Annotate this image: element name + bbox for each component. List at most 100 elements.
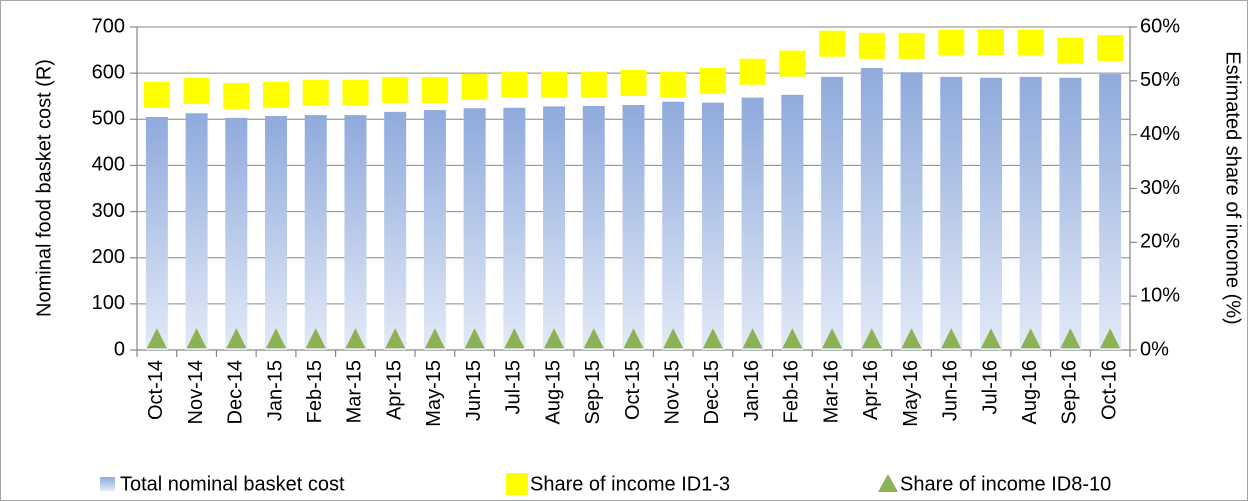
marker-triangle	[424, 328, 445, 349]
marker-square	[421, 76, 448, 103]
marker-triangle	[702, 328, 723, 349]
x-tick-label: Feb-16	[781, 360, 803, 423]
bar	[741, 97, 764, 350]
y-tick-label: 700	[92, 15, 125, 37]
bar	[1019, 76, 1042, 350]
marker-triangle	[623, 328, 644, 349]
y2-tick-label: 40%	[1140, 123, 1180, 145]
x-tick-label: Jun-16	[940, 360, 962, 421]
marker-square	[699, 67, 726, 94]
x-tick-label: Mar-15	[344, 360, 366, 423]
bar	[622, 104, 645, 350]
x-tick-label: Oct-16	[1098, 360, 1120, 420]
marker-square	[977, 29, 1004, 56]
legend-swatch	[878, 474, 898, 492]
y-axis-title: Nominal food basket cost (R)	[33, 59, 55, 317]
bar	[1099, 74, 1122, 351]
bar	[145, 116, 168, 350]
marker-square	[1057, 37, 1084, 64]
x-tick-label: Nov-15	[662, 360, 684, 424]
x-tick-label: Jun-15	[463, 360, 485, 421]
marker-triangle	[464, 328, 485, 349]
marker-triangle	[742, 328, 763, 349]
x-tick-label: May-16	[900, 360, 922, 427]
marker-square	[660, 71, 687, 98]
x-tick-label: Jan-15	[264, 360, 286, 421]
bar	[821, 76, 844, 350]
x-tick-label: Jul-15	[503, 360, 525, 414]
marker-square	[1097, 34, 1124, 61]
y-tick-label: 0	[114, 338, 125, 360]
y2-tick-label: 50%	[1140, 69, 1180, 91]
marker-square	[183, 78, 210, 105]
marker-square	[223, 82, 250, 109]
y-tick-label: 600	[92, 61, 125, 83]
legend-label: Total nominal basket cost	[120, 473, 345, 495]
x-tick-label: Aug-15	[542, 360, 564, 425]
marker-triangle	[901, 328, 922, 349]
marker-square	[580, 71, 607, 98]
marker-triangle	[1060, 328, 1081, 349]
bar	[344, 115, 367, 350]
marker-square	[342, 79, 369, 106]
marker-triangle	[544, 328, 565, 349]
bar	[503, 107, 526, 350]
marker-triangle	[1020, 328, 1041, 349]
bar	[304, 115, 327, 350]
y2-tick-label: 60%	[1140, 15, 1180, 37]
x-tick-label: Oct-14	[145, 360, 167, 420]
marker-square	[302, 79, 329, 106]
marker-square	[739, 58, 766, 85]
bar	[463, 108, 486, 350]
x-tick-label: Mar-16	[820, 360, 842, 423]
bar	[384, 111, 407, 350]
x-tick-label: Feb-15	[304, 360, 326, 423]
y-tick-label: 300	[92, 200, 125, 222]
marker-triangle	[583, 328, 604, 349]
marker-square	[541, 71, 568, 98]
legend-swatch	[100, 477, 115, 491]
marker-triangle	[385, 328, 406, 349]
marker-triangle	[504, 328, 525, 349]
bar	[582, 105, 605, 350]
marker-square	[938, 29, 965, 56]
marker-triangle	[782, 328, 803, 349]
marker-square	[819, 30, 846, 57]
y2-tick-label: 30%	[1140, 177, 1180, 199]
x-tick-label: Sep-15	[582, 360, 604, 425]
legend-label: Share of income ID1-3	[530, 473, 730, 495]
marker-triangle	[345, 328, 366, 349]
marker-square	[779, 50, 806, 77]
bar	[543, 106, 566, 350]
x-tick-label: May-15	[423, 360, 445, 427]
bar	[781, 94, 804, 350]
marker-triangle	[980, 328, 1001, 349]
legend-swatch	[506, 473, 528, 495]
marker-triangle	[226, 328, 247, 349]
marker-square	[501, 71, 528, 98]
y2-tick-label: 20%	[1140, 231, 1180, 253]
bar	[701, 102, 724, 350]
bar	[662, 101, 685, 350]
x-tick-label: Aug-16	[1019, 360, 1041, 425]
x-tick-label: Apr-16	[860, 360, 882, 420]
marker-square	[263, 81, 290, 108]
x-tick-label: Dec-14	[225, 360, 247, 424]
y-tick-label: 400	[92, 154, 125, 176]
bar	[225, 117, 248, 350]
marker-square	[461, 73, 488, 100]
bar	[1059, 77, 1082, 350]
marker-square	[858, 32, 885, 59]
bar	[979, 77, 1002, 350]
marker-square	[898, 32, 925, 59]
marker-triangle	[305, 328, 326, 349]
marker-triangle	[186, 328, 207, 349]
marker-triangle	[663, 328, 684, 349]
marker-triangle	[1100, 328, 1121, 349]
marker-triangle	[941, 328, 962, 349]
bar	[185, 113, 208, 350]
marker-square	[382, 76, 409, 103]
x-tick-label: Dec-15	[701, 360, 723, 424]
marker-square	[620, 69, 647, 96]
